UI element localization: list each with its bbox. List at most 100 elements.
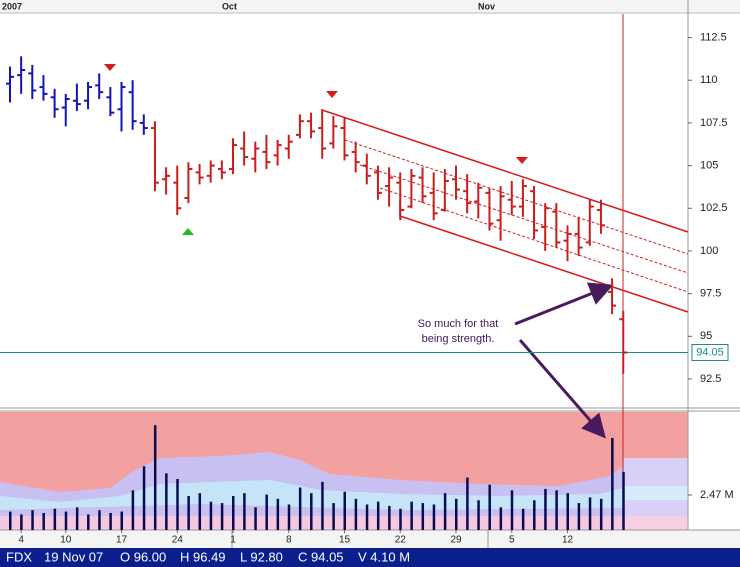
volume-bar bbox=[98, 510, 101, 530]
volume-bar bbox=[165, 473, 168, 530]
volume-bar bbox=[75, 507, 79, 530]
volume-bar bbox=[521, 508, 525, 530]
volume-bar bbox=[410, 501, 413, 530]
y-tick-label: 92.5 bbox=[700, 373, 721, 385]
buy-signal bbox=[182, 228, 194, 235]
volume-bar bbox=[399, 508, 402, 530]
last-price-box bbox=[691, 344, 729, 362]
volume-bar bbox=[232, 496, 235, 530]
volume-bar bbox=[153, 425, 157, 530]
volume-bar bbox=[376, 501, 380, 530]
status-text: C 94.05 bbox=[298, 549, 344, 564]
x-tick-label: 4 bbox=[18, 535, 24, 546]
y-tick-label: 112.5 bbox=[700, 31, 727, 43]
volume-bar bbox=[488, 484, 491, 530]
volume-bar bbox=[354, 498, 358, 530]
x-tick-label: 24 bbox=[172, 535, 184, 546]
annotation-arrow bbox=[514, 282, 614, 326]
volume-bar bbox=[64, 511, 68, 530]
volume-bar bbox=[555, 490, 558, 530]
sell-signal bbox=[516, 157, 528, 164]
volume-bar bbox=[53, 508, 57, 530]
x-tick-label: 22 bbox=[395, 535, 407, 546]
volume-bar bbox=[142, 466, 146, 530]
volume-bar bbox=[365, 504, 369, 530]
volume-bar bbox=[622, 471, 625, 530]
y-tick-label: 100 bbox=[700, 245, 718, 257]
y-tick-label: 97.5 bbox=[700, 288, 721, 300]
channel-dashed bbox=[344, 139, 689, 255]
volume-bar bbox=[131, 490, 135, 530]
sell-signal bbox=[104, 64, 116, 71]
status-text: FDX bbox=[6, 549, 32, 564]
period-label: Nov bbox=[478, 1, 495, 11]
status-texts: FDX 19 Nov 07 O 96.00 H 96.49 L 92.80 C 94.05… bbox=[6, 549, 410, 564]
volume-bar bbox=[254, 507, 257, 530]
volume-bar bbox=[421, 503, 425, 530]
status-bar bbox=[0, 548, 740, 567]
volume-bar bbox=[120, 511, 123, 530]
volume-bar bbox=[466, 477, 469, 530]
annotation: So much for that bbox=[418, 318, 499, 330]
status-text: 19 Nov 07 bbox=[44, 549, 103, 564]
period-label: 2007 bbox=[2, 1, 22, 11]
header-strip bbox=[0, 0, 740, 13]
volume-bar bbox=[298, 487, 302, 530]
volume-bar bbox=[321, 481, 324, 530]
volume-bar bbox=[510, 490, 514, 530]
sell-signal bbox=[326, 91, 338, 98]
volume-bar bbox=[198, 493, 202, 530]
volume-bar bbox=[20, 514, 23, 530]
volume-bar bbox=[432, 504, 436, 530]
status-text: L 92.80 bbox=[240, 549, 283, 564]
x-tick-label: 29 bbox=[450, 535, 462, 546]
x-tick-label: 12 bbox=[562, 535, 574, 546]
volume-bar bbox=[332, 503, 335, 530]
volume-bar bbox=[31, 510, 34, 530]
volume-bar bbox=[276, 498, 280, 530]
volume-bar bbox=[287, 504, 291, 530]
channel-dashed bbox=[379, 187, 689, 293]
x-tick-label: 17 bbox=[116, 535, 128, 546]
volume-bar bbox=[343, 491, 346, 530]
y-tick-label: 102.5 bbox=[700, 202, 728, 214]
x-tick-label: 8 bbox=[286, 535, 292, 546]
volume-bar bbox=[187, 496, 190, 530]
volume-bar bbox=[310, 493, 313, 530]
volume-bar bbox=[9, 511, 12, 530]
volume-bar bbox=[243, 493, 246, 530]
y-tick-label: 107.5 bbox=[700, 117, 728, 129]
volume-bar bbox=[577, 503, 581, 530]
x-tick-label: 10 bbox=[60, 535, 72, 546]
status-text: V 4.10 M bbox=[358, 549, 410, 564]
x-tick-label: 15 bbox=[339, 535, 351, 546]
vol-bg-right-pink bbox=[623, 516, 688, 530]
y-tick-label: 95 bbox=[700, 330, 712, 342]
volume-tick-label: 2.47 M bbox=[700, 489, 734, 501]
volume-bar bbox=[87, 514, 90, 530]
annotation: being strength. bbox=[422, 333, 495, 345]
period-label: Oct bbox=[222, 1, 237, 11]
volume-bar bbox=[477, 500, 480, 530]
annotation-arrow bbox=[518, 339, 606, 439]
channel-lower bbox=[399, 215, 689, 313]
last-price-label: 94.05 bbox=[696, 346, 724, 358]
volume-bar bbox=[533, 500, 536, 530]
volume-bar bbox=[265, 494, 268, 530]
x-tick-label: 5 bbox=[509, 535, 515, 546]
date-axis-strip bbox=[0, 530, 740, 548]
channel-dashed bbox=[359, 164, 689, 274]
volume-bar bbox=[588, 497, 592, 530]
volume-bar bbox=[566, 493, 569, 530]
y-tick-label: 110 bbox=[700, 74, 718, 86]
volume-bar bbox=[599, 498, 603, 530]
x-tick-label: 1 bbox=[230, 535, 236, 546]
price-panel bbox=[0, 0, 740, 408]
volume-bar bbox=[455, 498, 458, 530]
y-tick-label: 105 bbox=[700, 159, 718, 171]
vol-bg-right-blue bbox=[623, 486, 688, 500]
volume-bar bbox=[388, 505, 391, 530]
channel-upper bbox=[321, 109, 689, 233]
